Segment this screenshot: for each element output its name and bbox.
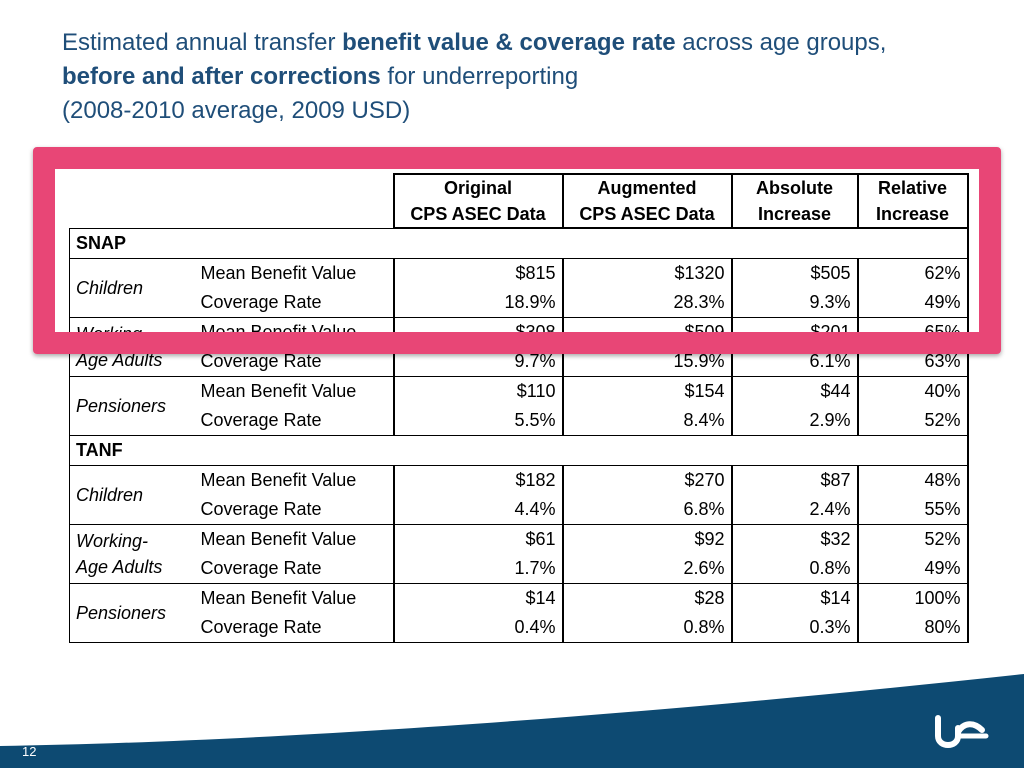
table-row: Coverage Rate 4.4% 6.8% 2.4% 55% — [70, 495, 969, 525]
metric-label: Mean Benefit Value — [194, 258, 394, 288]
section-row: SNAP — [69, 227, 969, 259]
value-cell: $14 — [730, 583, 858, 613]
value-cell: 0.8% — [561, 613, 732, 643]
group-label: Working- Age Adults — [69, 524, 195, 584]
value-cell: 80% — [856, 613, 969, 643]
table-row: Coverage Rate 1.7% 2.6% 0.8% 49% — [70, 554, 969, 584]
highlight-box — [33, 147, 1001, 354]
value-cell: 0.4% — [392, 613, 563, 643]
group-label-line2: Age Adults — [76, 350, 163, 370]
metric-label: Coverage Rate — [194, 495, 394, 525]
header-absolute: Absolute Increase — [730, 173, 858, 229]
value-cell: $154 — [561, 376, 732, 406]
value-cell: $28 — [561, 583, 732, 613]
table-row: Children Mean Benefit Value $815 $1320 $505 6… — [69, 258, 969, 318]
header-relative: Relative Increase — [856, 173, 969, 229]
page-number: 12 — [22, 744, 37, 759]
metric-label: Mean Benefit Value — [194, 524, 394, 554]
group-label: Pensioners — [69, 583, 195, 643]
metric-label: Mean Benefit Value — [194, 376, 394, 406]
value-cell: 52% — [856, 524, 969, 554]
metric-label: Mean Benefit Value — [194, 465, 394, 495]
value-cell: $92 — [561, 524, 732, 554]
value-cell: 49% — [856, 554, 969, 584]
value-cell: 4.4% — [392, 495, 563, 525]
value-cell: 48% — [856, 465, 969, 495]
value-cell: 100% — [856, 583, 969, 613]
group-label-line1: Working- — [76, 531, 149, 551]
metric-label: Coverage Rate — [194, 613, 394, 643]
group-label-line1: Pensioners — [76, 396, 167, 416]
header-original: Original CPS ASEC Data — [392, 173, 563, 229]
value-cell: $815 — [392, 258, 563, 288]
header-augmented: Augmented CPS ASEC Data — [561, 173, 732, 229]
table-header-row: Original CPS ASEC Data Augmented CPS ASEC … — [70, 173, 969, 229]
value-cell: 0.3% — [730, 613, 858, 643]
value-cell: 2.6% — [561, 554, 732, 584]
group-label: Pensioners — [69, 376, 195, 436]
value-cell: 1.7% — [392, 554, 563, 584]
value-cell: $32 — [730, 524, 858, 554]
value-cell: 2.4% — [730, 495, 858, 525]
value-cell: 18.9% — [392, 288, 563, 318]
value-cell: $61 — [392, 524, 563, 554]
table-row: Working- Age Adults Mean Benefit Value $61 $… — [69, 524, 969, 584]
value-cell: $110 — [392, 376, 563, 406]
value-cell: 0.8% — [730, 554, 858, 584]
value-cell: $87 — [730, 465, 858, 495]
value-cell: $14 — [392, 583, 563, 613]
value-cell: $44 — [730, 376, 858, 406]
table-row: Coverage Rate 0.4% 0.8% 0.3% 80% — [70, 613, 969, 643]
group-label-line1: Children — [76, 485, 144, 505]
section-title: SNAP — [69, 227, 969, 259]
brand-logo-icon — [935, 715, 989, 748]
value-cell: 28.3% — [561, 288, 732, 318]
slide-title: Estimated annual transfer benefit value … — [62, 29, 887, 124]
group-label: Children — [69, 258, 195, 318]
table-row: Pensioners Mean Benefit Value $110 $154 $44 4… — [69, 376, 969, 436]
table-row: Pensioners Mean Benefit Value $14 $28 $14 100… — [69, 583, 969, 643]
value-cell: $270 — [561, 465, 732, 495]
group-label-line1: Pensioners — [76, 603, 167, 623]
value-cell: 6.8% — [561, 495, 732, 525]
value-cell: 52% — [856, 406, 969, 436]
value-cell: $505 — [730, 258, 858, 288]
section-row: TANF — [69, 435, 969, 466]
group-label: Children — [69, 465, 195, 525]
table-row: Coverage Rate 5.5% 8.4% 2.9% 52% — [70, 406, 969, 436]
metric-label: Coverage Rate — [194, 554, 394, 584]
table-row: Children Mean Benefit Value $182 $270 $87 48% — [69, 465, 969, 525]
value-cell: 40% — [856, 376, 969, 406]
section-title: TANF — [69, 435, 969, 466]
metric-label: Coverage Rate — [194, 406, 394, 436]
value-cell: 55% — [856, 495, 969, 525]
value-cell: $1320 — [561, 258, 732, 288]
footer-wave — [0, 674, 1024, 768]
group-label-line1: Children — [76, 278, 144, 298]
group-label-line2: Age Adults — [76, 557, 163, 577]
value-cell: 5.5% — [392, 406, 563, 436]
value-cell: 8.4% — [561, 406, 732, 436]
value-cell: $182 — [392, 465, 563, 495]
value-cell: 2.9% — [730, 406, 858, 436]
table-row: Coverage Rate 18.9% 28.3% 9.3% 49% — [70, 288, 969, 318]
metric-label: Mean Benefit Value — [194, 583, 394, 613]
value-cell: 49% — [856, 288, 969, 318]
value-cell: 62% — [856, 258, 969, 288]
